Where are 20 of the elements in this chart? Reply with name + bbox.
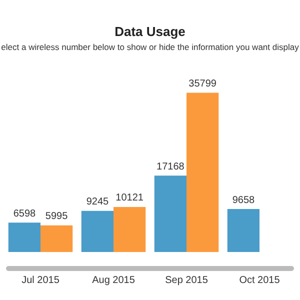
data-label: 10121 xyxy=(116,192,144,204)
x-tick-label: Jul 2015 xyxy=(22,274,60,286)
data-label: 9658 xyxy=(232,194,255,206)
data-label: 5995 xyxy=(45,211,68,222)
x-tick-label: Aug 2015 xyxy=(92,274,136,286)
bar xyxy=(227,209,260,252)
data-label: 35799 xyxy=(188,78,217,90)
bar xyxy=(154,176,186,252)
bar xyxy=(81,210,114,252)
chart-title: Data Usage xyxy=(114,24,186,39)
x-tick-label: Oct 2015 xyxy=(239,274,280,286)
bar xyxy=(8,222,40,252)
data-label: 6598 xyxy=(13,208,36,220)
data-label: 9245 xyxy=(86,196,109,208)
bar xyxy=(40,225,73,252)
data-label: 17168 xyxy=(156,161,185,172)
chart-subtitle: elect a wireless number below to show or hide the information you want display xyxy=(0,42,300,52)
x-tick-label: Sep 2015 xyxy=(165,274,208,286)
bar xyxy=(186,92,219,252)
bar xyxy=(114,206,146,252)
